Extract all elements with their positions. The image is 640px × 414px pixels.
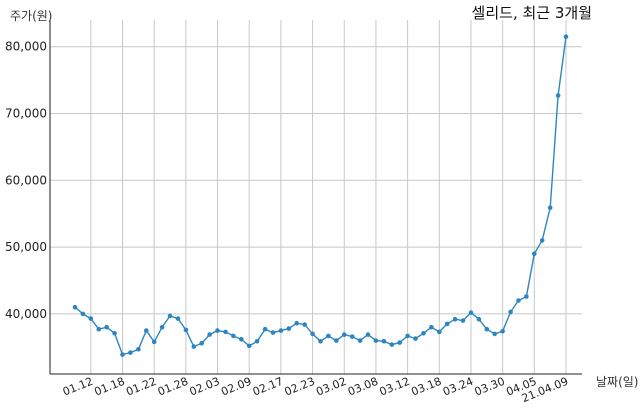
x-tick-label: 03.18 — [409, 375, 443, 399]
data-point — [492, 331, 498, 337]
data-point — [231, 333, 236, 339]
data-point — [96, 326, 102, 332]
data-point — [144, 328, 149, 333]
data-point — [262, 326, 268, 332]
data-point — [72, 304, 78, 310]
data-point — [342, 332, 347, 337]
data-point — [278, 328, 284, 333]
x-tick-label: 01.18 — [93, 375, 127, 399]
data-point — [421, 331, 426, 336]
data-point — [397, 340, 403, 345]
data-point — [373, 338, 379, 343]
y-tick-label: 70,000 — [5, 107, 47, 121]
vertical-grid — [90, 20, 567, 374]
data-point — [191, 344, 197, 349]
data-point — [468, 310, 474, 315]
x-tick-label: 01.22 — [124, 375, 158, 399]
data-point — [167, 313, 173, 319]
data-point — [524, 294, 529, 299]
data-point — [405, 333, 410, 339]
y-tick-label: 50,000 — [5, 240, 47, 254]
x-tick-label: 01.28 — [156, 375, 190, 399]
data-point — [286, 326, 292, 331]
data-point — [349, 334, 355, 339]
data-point — [88, 316, 94, 321]
y-tick-label: 60,000 — [5, 173, 47, 187]
x-tick-label: 02.09 — [219, 375, 253, 399]
horizontal-grid — [50, 46, 582, 315]
data-point — [215, 328, 220, 333]
data-point — [128, 350, 133, 355]
data-point — [334, 338, 339, 343]
y-tick-label: 40,000 — [5, 307, 47, 321]
data-point — [460, 318, 466, 323]
x-tick-label: 03.30 — [473, 375, 507, 399]
chart-title: 셀리드, 최근 3개월 — [472, 4, 592, 22]
data-point — [484, 326, 490, 332]
data-point — [532, 251, 537, 257]
x-axis-title: 날짜(일) — [596, 375, 638, 389]
data-point — [112, 331, 117, 336]
x-tick-label: 03.08 — [346, 375, 380, 399]
data-point — [80, 311, 86, 317]
data-point — [444, 321, 450, 327]
data-point — [318, 339, 323, 344]
data-point — [452, 316, 458, 322]
data-point — [120, 352, 125, 357]
price-points — [72, 34, 569, 357]
y-axis-title: 주가(원) — [10, 9, 52, 23]
x-tick-label: 03.02 — [314, 375, 348, 399]
x-tick-label: 02.03 — [188, 375, 222, 399]
price-line — [74, 36, 567, 356]
x-tick-label: 03.12 — [378, 375, 412, 399]
data-point — [239, 337, 244, 342]
data-point — [159, 324, 165, 330]
data-point — [381, 339, 387, 344]
x-tick-labels: 01.1201.1801.2201.2802.0302.0902.1702.23… — [61, 375, 570, 405]
data-point — [429, 324, 434, 330]
data-point — [175, 316, 181, 321]
data-point — [413, 336, 418, 341]
data-point — [476, 316, 482, 322]
data-point — [254, 339, 260, 344]
data-point — [500, 329, 505, 334]
x-tick-label: 02.17 — [251, 375, 285, 399]
data-point — [357, 338, 363, 343]
data-point — [270, 330, 276, 335]
data-point — [310, 331, 315, 337]
data-point — [136, 347, 141, 352]
x-tick-label: 03.24 — [441, 375, 475, 399]
data-point — [326, 333, 331, 339]
data-point — [104, 324, 109, 330]
data-point — [516, 298, 521, 303]
data-point — [437, 329, 442, 335]
data-point — [207, 332, 212, 337]
data-point — [389, 342, 395, 347]
data-point — [365, 332, 371, 337]
data-point — [508, 309, 513, 315]
data-point — [151, 339, 157, 345]
data-point — [547, 205, 553, 210]
data-point — [555, 93, 561, 98]
data-point — [223, 329, 228, 335]
data-point — [302, 322, 308, 327]
data-point — [539, 238, 545, 243]
x-tick-label: 02.23 — [283, 375, 317, 399]
x-tick-label: 01.12 — [61, 375, 95, 399]
data-point — [563, 34, 569, 39]
y-tick-label: 80,000 — [5, 40, 47, 54]
data-point — [294, 320, 300, 326]
data-point — [183, 327, 189, 333]
data-point — [199, 341, 204, 346]
data-point — [246, 343, 252, 349]
y-tick-labels: 40,000 50,000 60,000 70,000 80,000 — [5, 40, 47, 321]
